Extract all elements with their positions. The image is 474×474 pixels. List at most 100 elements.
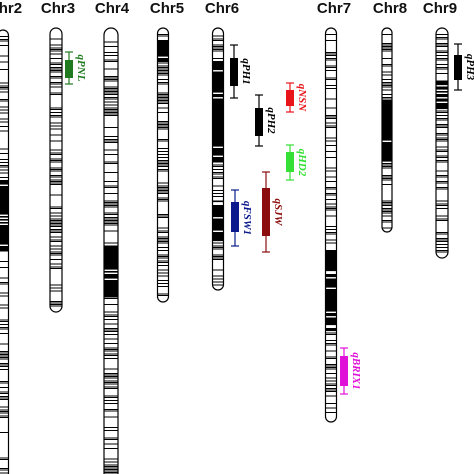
marker-band xyxy=(212,107,224,110)
marker-band xyxy=(325,308,337,311)
marker-band xyxy=(0,85,9,87)
marker-band xyxy=(157,103,169,104)
marker-band xyxy=(104,206,118,208)
chromosome-label: Chr7 xyxy=(317,0,351,17)
marker-band xyxy=(0,61,9,63)
marker-band xyxy=(157,122,169,124)
marker-band xyxy=(50,109,62,110)
marker-band xyxy=(436,161,448,163)
marker-band xyxy=(325,388,337,389)
marker-band xyxy=(325,323,337,326)
marker-band xyxy=(50,67,62,68)
marker-band xyxy=(382,175,392,176)
marker-band xyxy=(0,130,9,132)
marker-band xyxy=(157,272,169,274)
marker-band xyxy=(104,242,118,244)
chromosome-bands xyxy=(325,28,337,422)
marker-band xyxy=(104,248,118,251)
marker-band xyxy=(382,85,392,86)
marker-band xyxy=(104,314,118,316)
marker-band xyxy=(157,62,169,64)
marker-band xyxy=(50,92,62,94)
marker-band xyxy=(104,55,118,56)
marker-band xyxy=(157,34,169,35)
marker-band xyxy=(325,55,337,56)
marker-band xyxy=(50,122,62,124)
marker-band xyxy=(104,203,118,205)
marker-band xyxy=(382,143,392,146)
marker-band xyxy=(325,181,337,182)
marker-band xyxy=(212,200,224,203)
marker-band xyxy=(212,62,224,65)
marker-band xyxy=(104,251,118,254)
marker-band xyxy=(50,115,62,116)
marker-band xyxy=(212,227,224,230)
marker-band xyxy=(212,176,224,178)
marker-band xyxy=(104,374,118,376)
marker-band xyxy=(325,391,337,392)
marker-band xyxy=(325,365,337,367)
marker-band xyxy=(104,212,118,214)
marker-band xyxy=(325,206,337,208)
marker-band xyxy=(157,58,169,60)
marker-band xyxy=(104,262,118,264)
marker-band xyxy=(0,202,9,205)
marker-band xyxy=(212,242,224,244)
chromosome xyxy=(103,27,119,474)
marker-band xyxy=(157,41,169,44)
marker-band xyxy=(436,146,448,148)
marker-band xyxy=(436,170,448,172)
marker-band xyxy=(157,242,169,244)
marker-band xyxy=(325,229,337,230)
marker-band xyxy=(212,193,224,194)
chromosome-label: Chr5 xyxy=(150,0,184,17)
marker-band xyxy=(325,283,337,285)
marker-band xyxy=(436,103,448,105)
marker-band xyxy=(382,130,392,132)
marker-band xyxy=(0,219,9,221)
marker-band xyxy=(50,82,62,83)
marker-band xyxy=(157,46,169,48)
marker-band xyxy=(50,140,62,142)
marker-band xyxy=(104,76,118,77)
marker-band xyxy=(0,469,9,471)
marker-band xyxy=(104,323,118,325)
qtl-interval xyxy=(454,55,462,80)
marker-band xyxy=(50,49,62,50)
chromosome xyxy=(324,27,338,423)
marker-band xyxy=(212,79,224,81)
marker-band xyxy=(104,140,118,142)
chromosome xyxy=(156,27,170,303)
marker-band xyxy=(157,250,169,251)
marker-band xyxy=(0,409,9,411)
marker-band xyxy=(436,133,448,134)
marker-band xyxy=(104,410,118,412)
marker-band xyxy=(325,373,337,374)
marker-band xyxy=(0,381,9,382)
marker-band xyxy=(325,232,337,233)
marker-band xyxy=(104,380,118,382)
marker-band xyxy=(104,349,118,350)
marker-band xyxy=(104,350,118,352)
marker-band xyxy=(50,161,62,163)
marker-band xyxy=(104,161,118,163)
marker-band xyxy=(0,283,9,285)
marker-band xyxy=(157,185,169,187)
marker-band xyxy=(0,87,9,88)
marker-band xyxy=(382,49,392,50)
marker-band xyxy=(50,287,62,289)
chromosome-fill xyxy=(436,28,448,258)
marker-band xyxy=(0,472,9,474)
marker-band xyxy=(325,203,337,205)
chromosome-bands xyxy=(382,28,392,232)
marker-band xyxy=(382,109,392,111)
marker-band xyxy=(212,119,224,122)
qtl-interval xyxy=(340,356,348,386)
marker-band xyxy=(0,121,9,123)
marker-band xyxy=(212,106,224,108)
marker-band xyxy=(212,185,224,187)
marker-band xyxy=(50,68,62,70)
marker-band xyxy=(212,89,224,92)
marker-band xyxy=(0,357,9,358)
marker-band xyxy=(50,116,62,118)
